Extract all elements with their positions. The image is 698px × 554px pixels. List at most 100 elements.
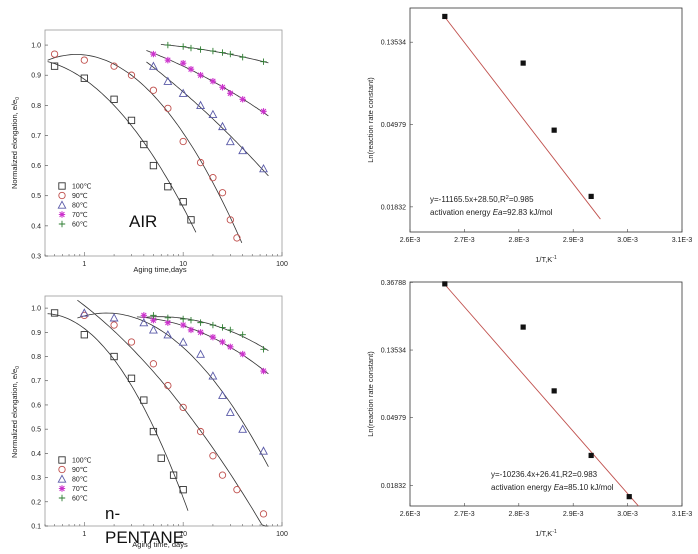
pentane-x-tick-label: 100 (276, 531, 288, 538)
pentane-legend: 100℃ 90℃ 80℃ 70℃ 60℃ (57, 456, 92, 503)
air-point (50, 62, 59, 70)
air-point (150, 50, 157, 58)
pentane-data-points (50, 308, 268, 518)
pentane-fit-curves (47, 299, 269, 527)
pentane-point (79, 308, 89, 317)
pentane-legend-label: 70℃ (72, 486, 88, 493)
pentane-point (209, 333, 217, 341)
pentane-point (127, 338, 136, 346)
air-point (164, 56, 172, 64)
air-point (110, 62, 118, 70)
air-point (209, 174, 217, 182)
air-y-axis-label: Normalized elongation, e/e0 (10, 97, 21, 189)
air-arrhenius-point (588, 193, 594, 200)
pentane-fit-curve-1 (77, 299, 269, 527)
pentane-point (197, 329, 204, 336)
pentane-arrhenius-x-tick-label: 2.7E-3 (454, 511, 475, 518)
air-panel-label: AIR (129, 212, 157, 231)
air-arrhenius-fit-line (442, 13, 601, 220)
pentane-point (179, 403, 187, 412)
air-point (233, 234, 241, 242)
pentane-y-tick-label: 0.5 (31, 427, 41, 434)
pentane-legend-marker (58, 465, 66, 474)
air-point (239, 53, 246, 61)
air-y-tick-label: 0.3 (31, 254, 41, 261)
air-legend-label: 80℃ (72, 203, 88, 210)
pentane-point (196, 427, 205, 436)
pentane-panel-label-line1: n- (105, 504, 120, 523)
pentane-legend-marker (57, 474, 67, 483)
air-y-tick-label: 0.9 (31, 73, 41, 80)
pentane-arrhenius-frame (409, 281, 683, 507)
pentane-arrhenius-x-ticks: 2.6E-3 2.7E-3 2.8E-3 2.9E-3 3.0E-3 3.1E-3 (400, 503, 692, 518)
air-arrhenius-activation-energy: activation energy Ea=92.83 kJ/mol (430, 208, 553, 217)
pentane-y-axis-label: Normalized elongation, e/e0 (10, 366, 21, 458)
pentane-y-tick-label: 0.3 (31, 475, 41, 482)
air-x-ticks: 1 10 100 (44, 252, 288, 268)
pentane-point (150, 317, 157, 324)
air-arrhenius-chart: 2.6E-3 2.7E-3 2.8E-3 2.9E-3 3.0E-3 3.1E-3 0.0… (366, 7, 692, 264)
pentane-y-tick-label: 0.1 (31, 524, 41, 531)
pentane-arrhenius-fit-line (442, 281, 639, 507)
pentane-point (219, 324, 226, 331)
pentane-legend-marker (58, 494, 66, 502)
pentane-arrhenius-y-tick-label: 0.04979 (381, 415, 406, 422)
pentane-point (110, 321, 118, 329)
air-point (218, 189, 227, 197)
air-legend-label: 90℃ (72, 193, 88, 200)
pentane-point (178, 337, 188, 346)
air-point (164, 104, 172, 112)
pentane-point (187, 326, 195, 334)
air-arrhenius-x-tick-label: 2.6E-3 (400, 237, 421, 244)
air-point (219, 84, 226, 91)
air-arrhenius-y-tick-label: 0.01832 (381, 204, 406, 211)
pentane-legend-label: 90℃ (72, 467, 88, 474)
air-point (196, 158, 205, 167)
air-elongation-chart: 1 10 100 0.3 0.4 0.5 0.6 0.7 0.8 0.9 1.0 Aging ti… (10, 29, 288, 274)
pentane-arrhenius-equation: y=-10236.4x+26.41,R2=0.983 (491, 470, 598, 479)
air-point (187, 65, 195, 73)
air-arrhenius-x-ticks: 2.6E-3 2.7E-3 2.8E-3 2.9E-3 3.0E-3 3.1E-3 (400, 229, 692, 244)
pentane-point (187, 317, 195, 324)
pentane-point (197, 319, 204, 326)
air-point (227, 50, 234, 58)
pentane-point (50, 309, 59, 317)
air-point (197, 72, 204, 79)
air-x-axis-label: Aging time,days (133, 265, 187, 274)
pentane-point (179, 321, 187, 329)
air-point (50, 50, 59, 58)
air-point (148, 61, 158, 70)
air-fit-curves (47, 44, 269, 243)
pentane-fit-curve-0 (47, 313, 189, 511)
pentane-arrhenius-x-tick-label: 2.8E-3 (508, 511, 529, 518)
pentane-point (225, 407, 235, 416)
air-point (226, 216, 234, 224)
pentane-y-tick-label: 0.7 (31, 378, 41, 385)
air-point (260, 108, 267, 115)
air-point (187, 216, 195, 224)
pentane-arrhenius-point (626, 494, 632, 500)
pentane-arrhenius-point (442, 281, 448, 287)
pentane-x-tick-label: 10 (179, 531, 187, 538)
pentane-point (239, 331, 246, 338)
air-point (209, 47, 217, 55)
air-y-tick-label: 0.7 (31, 133, 41, 140)
air-point (164, 41, 172, 49)
pentane-point (179, 315, 187, 323)
air-point (140, 140, 148, 149)
pentane-y-tick-label: 1.0 (31, 306, 41, 313)
pentane-arrhenius-y-axis-label: Ln(reaction rate constant) (366, 351, 375, 437)
pentane-point (218, 390, 227, 399)
pentane-arrhenius-point (588, 452, 594, 459)
air-legend-marker (58, 191, 66, 200)
air-fit-curve-1 (47, 54, 243, 243)
pentane-arrhenius-x-axis-label: 1/T,K-1 (535, 529, 557, 538)
air-arrhenius-y-ticks: 0.01832 0.04979 0.13534 (381, 40, 413, 211)
air-legend-label: 60℃ (72, 222, 88, 229)
air-arrhenius-x-tick-label: 2.7E-3 (454, 237, 475, 244)
pentane-point (80, 331, 88, 339)
pentane-x-axis-label: Aging time, days (132, 540, 188, 549)
air-point (209, 78, 217, 85)
pentane-legend-label: 60℃ (72, 496, 88, 503)
air-point (163, 76, 173, 85)
